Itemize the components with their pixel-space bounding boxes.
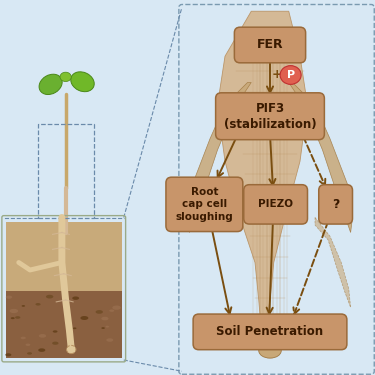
FancyArrowPatch shape: [303, 136, 325, 186]
FancyArrowPatch shape: [293, 221, 328, 314]
Text: Root
cap cell
sloughing: Root cap cell sloughing: [176, 187, 233, 222]
Ellipse shape: [109, 309, 114, 312]
FancyBboxPatch shape: [216, 93, 324, 140]
FancyArrowPatch shape: [211, 223, 231, 314]
FancyBboxPatch shape: [244, 184, 308, 224]
Ellipse shape: [60, 72, 71, 82]
FancyArrowPatch shape: [267, 60, 273, 93]
FancyBboxPatch shape: [319, 184, 352, 224]
Ellipse shape: [22, 305, 25, 307]
Text: PIEZO: PIEZO: [258, 200, 293, 209]
Ellipse shape: [6, 296, 12, 299]
Ellipse shape: [9, 309, 18, 313]
Bar: [38, 124, 94, 218]
Ellipse shape: [259, 343, 281, 358]
Text: Soil Penetration: Soil Penetration: [216, 326, 324, 338]
Text: PIF3
(stabilization): PIF3 (stabilization): [224, 102, 316, 131]
FancyBboxPatch shape: [193, 314, 347, 350]
Text: +: +: [272, 69, 282, 81]
Polygon shape: [188, 82, 251, 232]
FancyBboxPatch shape: [166, 177, 243, 231]
Ellipse shape: [112, 306, 121, 310]
Ellipse shape: [38, 348, 45, 352]
Ellipse shape: [27, 352, 32, 355]
Bar: [6, 222, 122, 293]
Ellipse shape: [36, 303, 40, 306]
Ellipse shape: [15, 316, 20, 319]
Ellipse shape: [80, 316, 88, 320]
Ellipse shape: [5, 353, 11, 356]
Polygon shape: [289, 82, 352, 232]
Ellipse shape: [46, 295, 53, 298]
Ellipse shape: [106, 338, 113, 342]
Ellipse shape: [280, 66, 301, 84]
Text: ?: ?: [332, 198, 339, 211]
Ellipse shape: [96, 310, 103, 314]
Ellipse shape: [101, 327, 105, 329]
Ellipse shape: [53, 330, 57, 333]
Ellipse shape: [73, 327, 76, 329]
Ellipse shape: [71, 72, 94, 92]
Ellipse shape: [52, 342, 58, 345]
Ellipse shape: [72, 297, 79, 300]
Ellipse shape: [39, 74, 62, 94]
Ellipse shape: [26, 344, 30, 346]
Ellipse shape: [67, 345, 76, 354]
Ellipse shape: [21, 337, 26, 339]
FancyArrowPatch shape: [267, 221, 273, 314]
Ellipse shape: [105, 326, 109, 328]
FancyArrowPatch shape: [217, 136, 237, 177]
Text: FER: FER: [256, 39, 284, 51]
Polygon shape: [315, 217, 351, 308]
Text: P: P: [286, 70, 295, 80]
FancyBboxPatch shape: [179, 4, 374, 374]
Bar: [6, 291, 122, 358]
Ellipse shape: [11, 317, 15, 319]
FancyBboxPatch shape: [234, 27, 306, 63]
FancyArrowPatch shape: [269, 136, 276, 185]
Ellipse shape: [101, 317, 109, 320]
Ellipse shape: [39, 334, 46, 338]
Polygon shape: [217, 11, 308, 352]
